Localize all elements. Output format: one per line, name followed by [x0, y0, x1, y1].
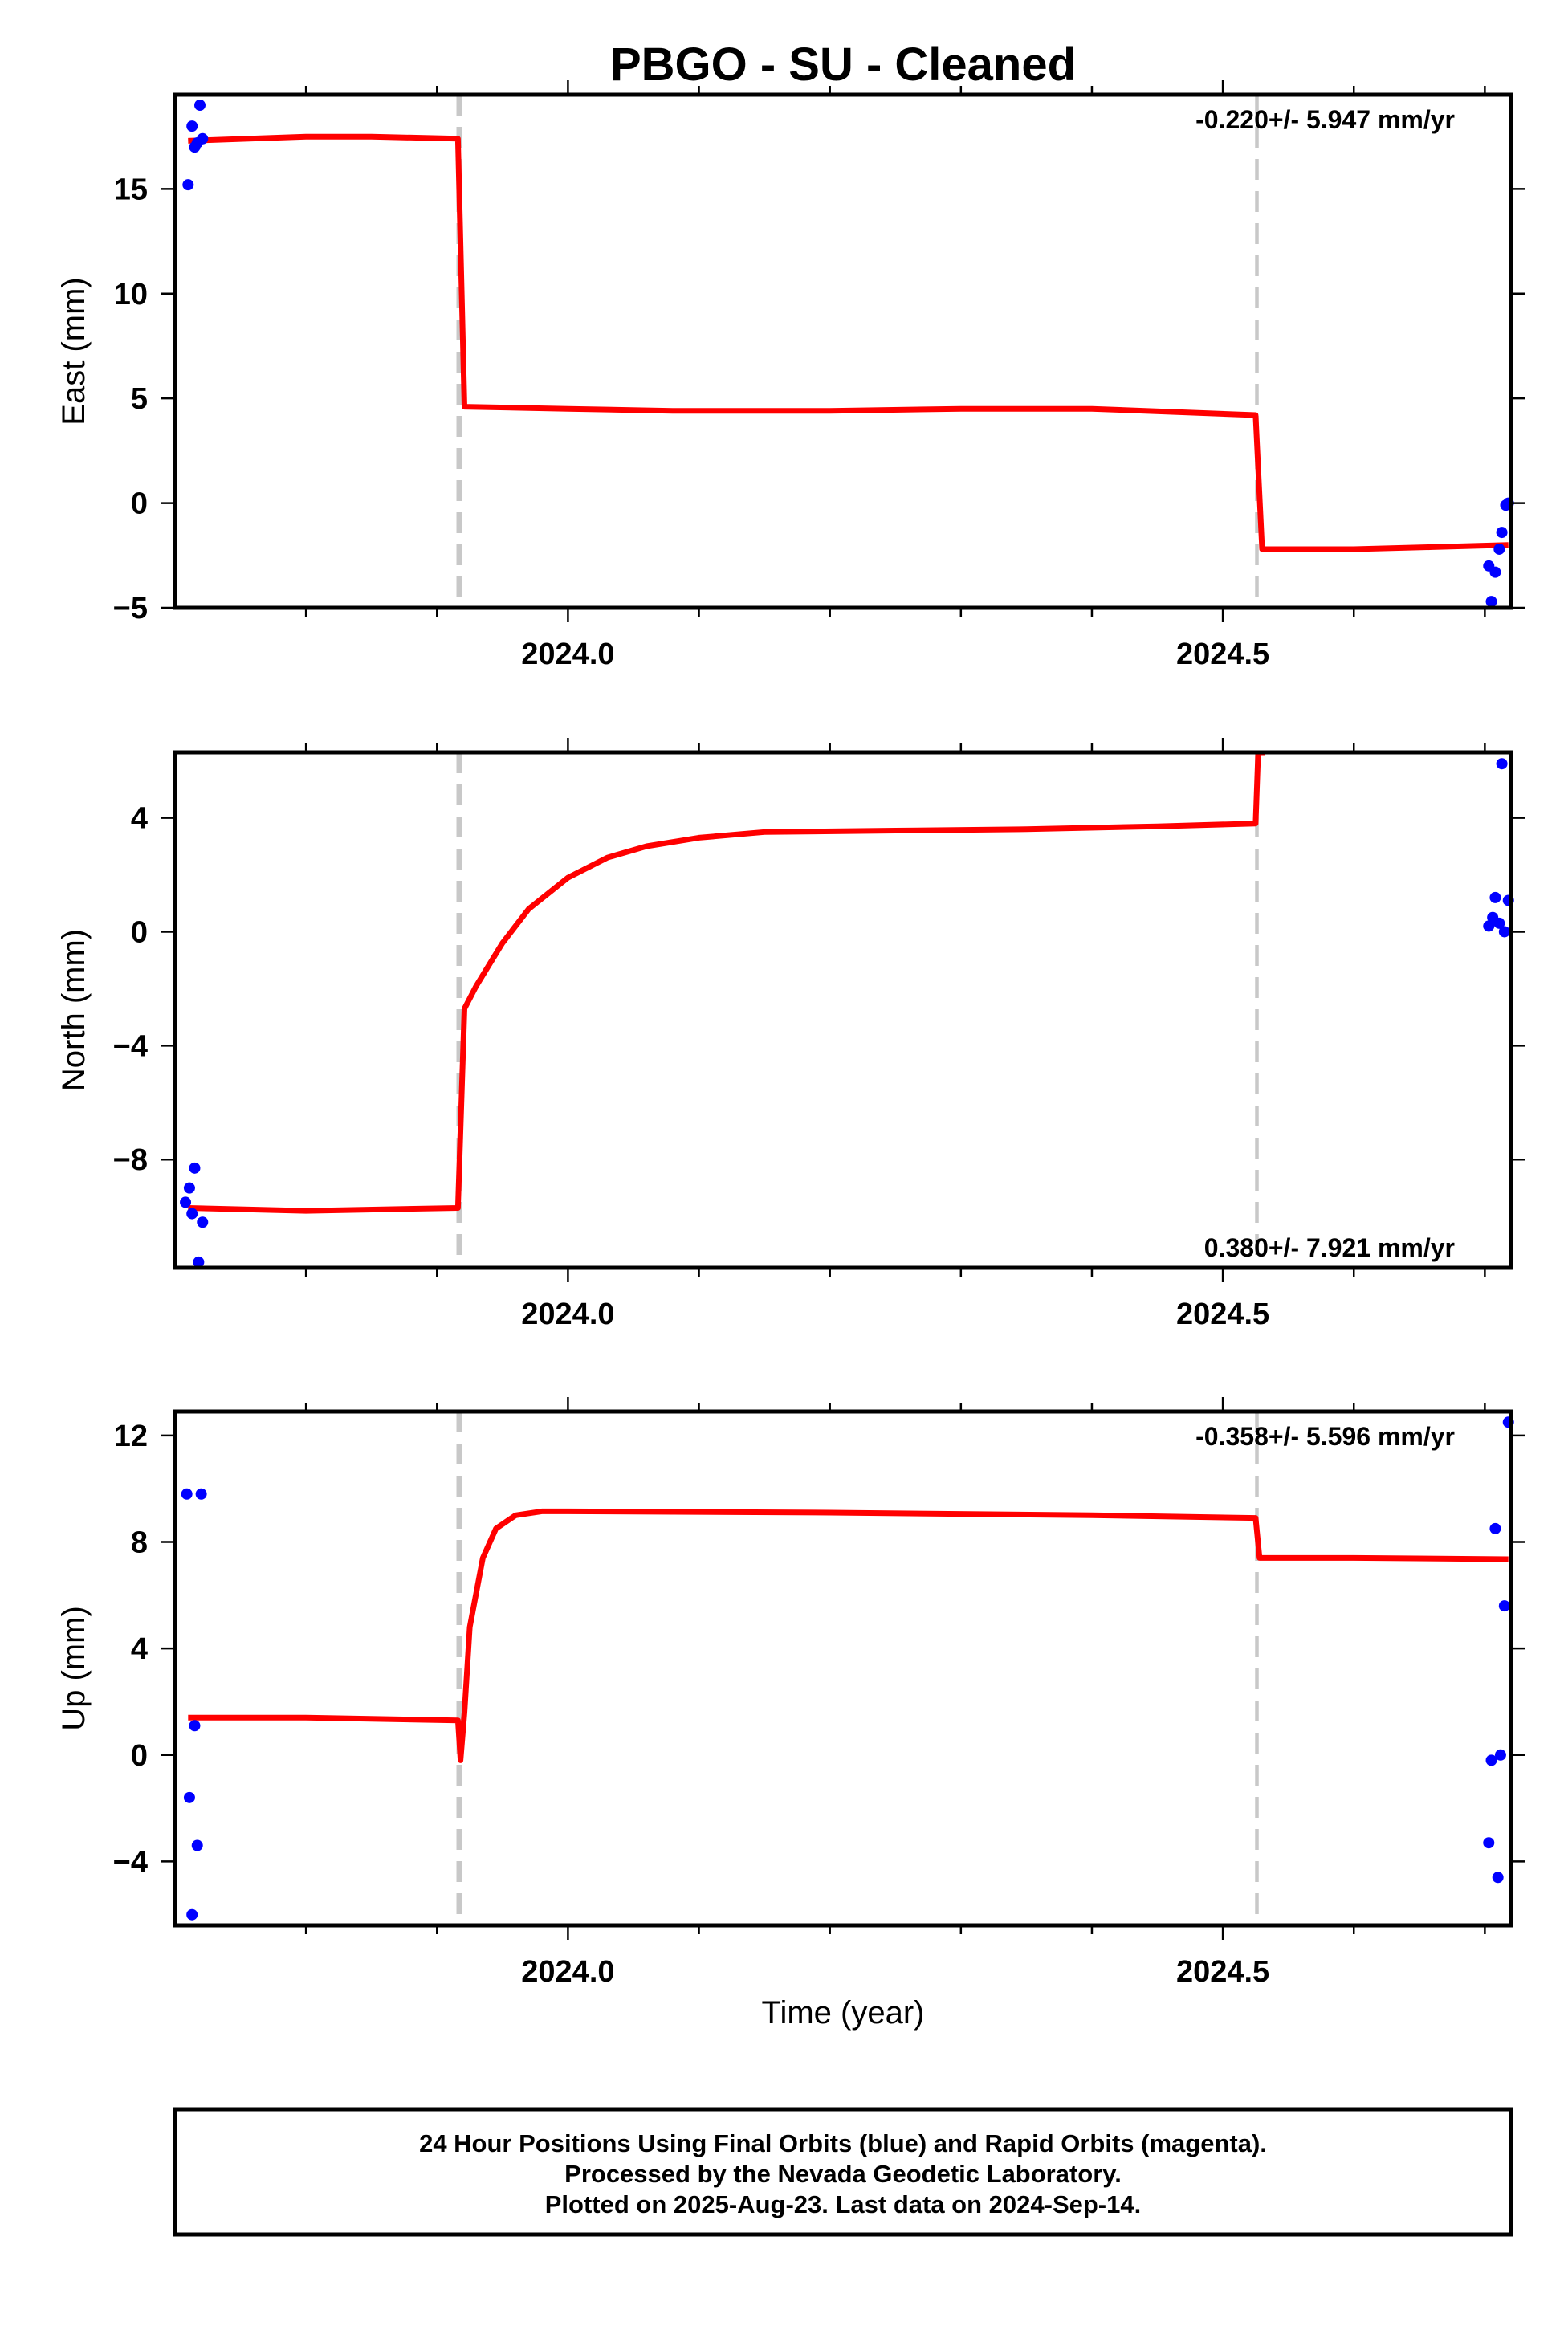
data-point	[191, 1839, 203, 1851]
data-point	[186, 1208, 198, 1220]
data-point	[182, 179, 194, 191]
model-curve	[188, 133, 1509, 552]
model-curve	[188, 752, 1265, 1214]
data-point	[180, 1196, 192, 1208]
data-point	[189, 1720, 201, 1732]
data-point	[197, 1216, 209, 1228]
data-point	[1498, 1600, 1510, 1612]
y-tick-label: −8	[113, 1143, 148, 1177]
y-tick-label: 8	[131, 1525, 148, 1559]
y-tick-label: −5	[113, 592, 148, 625]
y-tick-label: 10	[114, 278, 148, 312]
panel-frame	[173, 92, 1513, 610]
data-point	[1498, 926, 1510, 938]
panel-east: 2024.0 2024.5 −5 0 5 10 15 East (mm) -0.220+/- 5…	[56, 80, 1525, 671]
data-point	[1483, 1837, 1495, 1849]
data-point	[1483, 920, 1495, 932]
y-axis-label: East (mm)	[56, 277, 92, 425]
y-tick-label: −4	[113, 1845, 148, 1879]
panels-group: 2024.0 2024.5 −5 0 5 10 15 East (mm) -0.220+/- 5…	[56, 80, 1525, 1989]
y-tick-label: 15	[114, 173, 148, 206]
x-tick-label: 2024.0	[521, 637, 614, 671]
x-tick-label: 2024.5	[1176, 1297, 1269, 1331]
chart-title: PBGO - SU - Cleaned	[610, 39, 1076, 91]
data-point	[1496, 527, 1508, 539]
y-axis-label: Up (mm)	[56, 1606, 92, 1731]
data-point	[193, 1256, 205, 1268]
footer-border	[173, 2107, 1513, 2237]
x-axis-label: Time (year)	[762, 1995, 925, 2031]
panel-north: 2024.0 2024.5 −8 −4 0 4 North (mm) 0.380+/- 7.9…	[56, 738, 1525, 1331]
rate-annotation: -0.220+/- 5.947 mm/yr	[1195, 105, 1455, 134]
data-point	[1485, 1754, 1497, 1766]
plot-area	[188, 752, 1265, 1214]
panel-frame	[173, 750, 1513, 1270]
data-point	[1489, 566, 1501, 578]
data-point	[195, 1488, 207, 1500]
y-axis-label: North (mm)	[56, 929, 92, 1091]
x-tick-label: 2024.0	[521, 1955, 614, 1989]
data-point	[183, 1791, 195, 1803]
data-point	[183, 1182, 195, 1194]
panel-frame	[173, 1409, 1513, 1928]
data-point	[197, 132, 209, 145]
data-point	[1489, 891, 1501, 903]
footer-line-1: 24 Hour Positions Using Final Orbits (bl…	[419, 2129, 1267, 2157]
data-point	[186, 1908, 198, 1921]
data-point	[1485, 596, 1497, 608]
y-tick-label: 0	[131, 915, 148, 949]
rate-annotation: 0.380+/- 7.921 mm/yr	[1204, 1233, 1455, 1262]
plot-area	[188, 133, 1509, 552]
footer-line-2: Processed by the Nevada Geodetic Laborat…	[564, 2160, 1122, 2188]
y-tick-label: 4	[131, 802, 148, 836]
x-tick-label: 2024.0	[521, 1297, 614, 1331]
x-tick-label: 2024.5	[1176, 1955, 1269, 1989]
data-point	[1492, 1872, 1504, 1884]
data-point	[1493, 543, 1505, 555]
data-point	[193, 100, 206, 112]
data-point	[189, 1162, 201, 1174]
data-point	[181, 1488, 193, 1500]
y-tick-label: 0	[131, 1739, 148, 1773]
data-point	[1496, 758, 1508, 770]
y-tick-label: 4	[131, 1632, 148, 1666]
model-curve	[188, 1508, 1509, 1763]
y-tick-label: 0	[131, 487, 148, 521]
data-point	[1489, 1522, 1501, 1534]
data-point	[1494, 1749, 1506, 1761]
data-point	[186, 120, 198, 132]
y-tick-label: 12	[114, 1420, 148, 1453]
plot-area	[188, 1508, 1509, 1763]
rate-annotation: -0.358+/- 5.596 mm/yr	[1195, 1422, 1455, 1451]
footer-line-3: Plotted on 2025-Aug-23. Last data on 202…	[545, 2190, 1141, 2218]
y-tick-label: −4	[113, 1029, 148, 1063]
x-tick-label: 2024.5	[1176, 637, 1269, 671]
data-point	[1493, 917, 1505, 929]
y-tick-label: 5	[131, 382, 148, 416]
panel-up: 2024.0 2024.5 −4 0 4 8 12 Up (mm) -0.358+/- 5.59…	[56, 1397, 1525, 1989]
footer-box: 24 Hour Positions Using Final Orbits (bl…	[173, 2107, 1513, 2237]
